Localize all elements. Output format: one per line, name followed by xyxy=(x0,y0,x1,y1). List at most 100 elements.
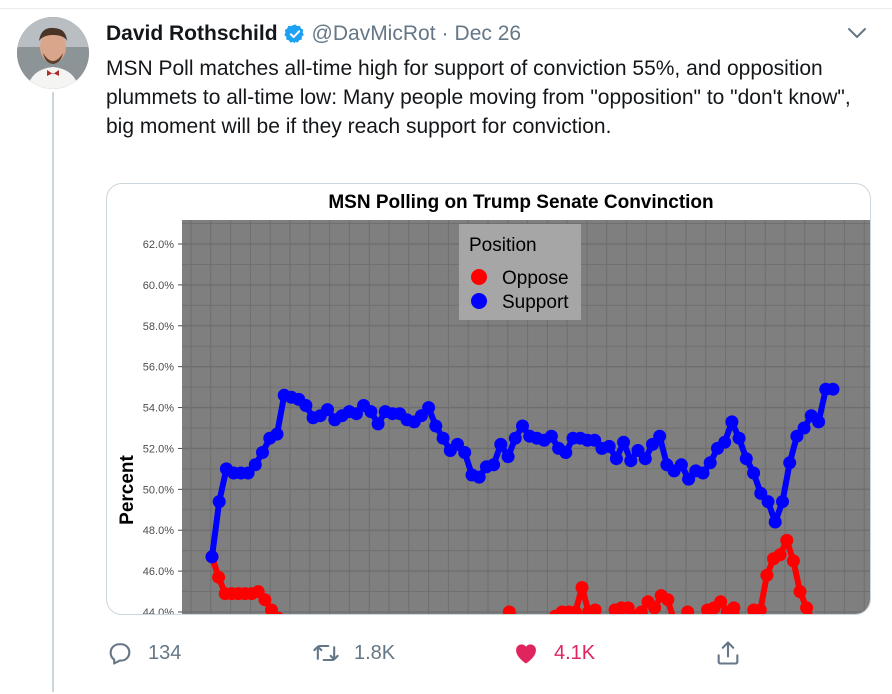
data-point-support xyxy=(609,452,623,466)
chevron-down-icon[interactable] xyxy=(846,24,868,42)
data-point-support xyxy=(422,401,436,415)
data-point-support xyxy=(371,417,385,431)
data-point-support xyxy=(321,403,334,417)
data-point-support xyxy=(516,419,529,433)
data-point-oppose xyxy=(727,601,741,614)
data-point-support xyxy=(602,439,616,453)
data-point-support xyxy=(703,456,717,470)
data-point-support xyxy=(299,399,313,412)
data-point-oppose xyxy=(786,554,800,568)
data-point-support xyxy=(797,421,811,435)
legend-support-label: Support xyxy=(502,292,569,313)
data-point-support xyxy=(761,495,775,509)
tweet-actions: 134 1.8K 4.1K xyxy=(106,636,746,670)
series-layer xyxy=(205,382,840,614)
legend-title: Position xyxy=(469,235,537,256)
y-tick-label: 62.0% xyxy=(143,239,174,251)
legend-oppose-swatch xyxy=(471,269,487,285)
author-name[interactable]: David Rothschild xyxy=(106,22,278,45)
data-point-support xyxy=(494,437,508,451)
data-point-support xyxy=(783,456,797,470)
y-tick-label: 58.0% xyxy=(143,321,174,333)
data-point-support xyxy=(776,495,789,509)
y-tick-label: 44.0% xyxy=(143,607,174,614)
data-point-support xyxy=(812,415,826,429)
reply-button[interactable]: 134 xyxy=(106,636,181,670)
tweet-media-chart[interactable]: MSN Polling on Trump Senate Convinction … xyxy=(106,183,871,615)
avatar[interactable] xyxy=(17,17,89,89)
heart-icon xyxy=(516,644,536,664)
poll-chart: MSN Polling on Trump Senate Convinction … xyxy=(117,192,870,614)
data-point-oppose xyxy=(780,533,794,547)
data-point-oppose xyxy=(588,603,602,614)
legend-support-swatch xyxy=(471,293,487,309)
data-point-support xyxy=(638,452,652,466)
data-point-oppose xyxy=(800,601,814,614)
data-point-oppose xyxy=(714,595,728,609)
data-point-support xyxy=(212,495,226,509)
data-point-support xyxy=(732,431,746,445)
data-point-oppose xyxy=(265,603,278,614)
share-icon xyxy=(717,641,739,665)
y-tick-label: 52.0% xyxy=(143,443,174,455)
data-point-support xyxy=(826,382,840,396)
data-point-support xyxy=(429,419,443,433)
separator-dot: · xyxy=(441,22,449,45)
avatar-image xyxy=(17,17,89,89)
tweet-header: David Rothschild @DavMicRot · Dec 26 xyxy=(106,20,521,48)
data-point-support xyxy=(617,435,631,449)
author-handle[interactable]: @DavMicRot xyxy=(311,22,436,45)
data-point-support xyxy=(472,470,486,484)
retweet-button[interactable]: 1.8K xyxy=(312,636,395,670)
tweet-date[interactable]: Dec 26 xyxy=(454,22,522,45)
data-point-support xyxy=(256,446,269,459)
data-point-oppose xyxy=(258,593,272,607)
data-point-support xyxy=(544,429,558,443)
data-point-support xyxy=(696,466,710,480)
verified-badge-icon xyxy=(283,24,304,44)
data-point-oppose xyxy=(793,585,807,599)
y-axis-label: Percent xyxy=(117,454,138,524)
data-point-support xyxy=(205,550,219,564)
data-point-support xyxy=(508,431,522,445)
data-point-support xyxy=(653,429,667,443)
tweet-text: MSN Poll matches all-time high for suppo… xyxy=(106,57,851,138)
y-tick-label: 48.0% xyxy=(143,525,174,537)
reply-count: 134 xyxy=(148,641,182,664)
data-point-oppose xyxy=(212,570,226,584)
data-point-support xyxy=(725,415,739,429)
data-point-support xyxy=(674,458,688,472)
data-point-support xyxy=(624,454,638,468)
data-point-support xyxy=(739,452,753,466)
retweet-count: 1.8K xyxy=(354,641,396,664)
y-tick-label: 56.0% xyxy=(143,362,174,374)
data-point-oppose xyxy=(760,568,774,582)
data-point-oppose xyxy=(773,548,787,562)
thread-line xyxy=(52,92,54,692)
like-button[interactable]: 4.1K xyxy=(512,636,595,670)
data-point-support xyxy=(458,446,472,459)
data-point-oppose xyxy=(681,605,695,614)
y-tick-label: 60.0% xyxy=(143,280,174,292)
data-point-support xyxy=(436,431,450,445)
data-point-support xyxy=(487,458,501,472)
data-point-support xyxy=(270,427,284,441)
y-tick-label: 46.0% xyxy=(143,566,174,578)
data-point-oppose xyxy=(648,601,662,614)
legend: Position Oppose Support xyxy=(459,224,581,320)
data-point-support xyxy=(248,458,262,472)
y-tick-label: 50.0% xyxy=(143,484,174,496)
y-tick-label: 54.0% xyxy=(143,403,174,415)
data-point-support xyxy=(768,515,782,529)
legend-oppose-label: Oppose xyxy=(502,268,569,289)
data-point-support xyxy=(501,450,515,464)
retweet-icon xyxy=(313,644,339,662)
data-point-support xyxy=(559,446,573,459)
chart-title: MSN Polling on Trump Senate Convinction xyxy=(328,192,713,213)
data-point-support xyxy=(747,466,761,480)
y-axis: 44.0% 46.0% 48.0% 50.0% 52.0% 54.0% 56.0% 58.0%… xyxy=(143,239,182,614)
data-point-oppose xyxy=(575,581,589,594)
like-count: 4.1K xyxy=(554,641,596,664)
data-point-oppose xyxy=(634,605,648,614)
share-button[interactable] xyxy=(714,636,742,670)
